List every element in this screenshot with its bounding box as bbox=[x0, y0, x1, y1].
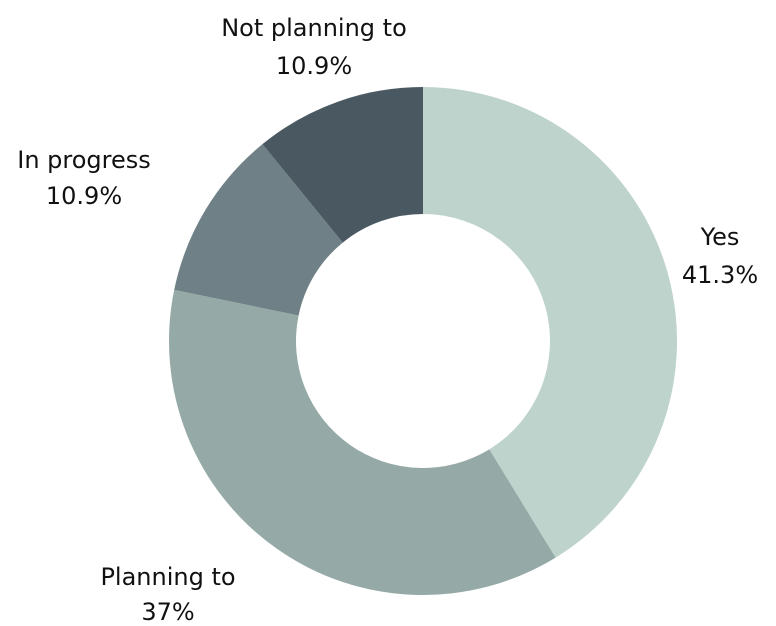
donut-slices bbox=[169, 87, 677, 595]
slice-label-value: 10.9% bbox=[46, 182, 122, 210]
slice-labels: Yes 41.3% Planning to 37% In progress 10.9% No… bbox=[17, 14, 758, 626]
slice-in-progress bbox=[174, 144, 343, 316]
slice-label-value: 37% bbox=[141, 598, 194, 626]
slice-label-name: Planning to bbox=[100, 563, 235, 591]
slice-label-name: In progress bbox=[17, 146, 151, 174]
slice-label-name: Yes bbox=[700, 223, 740, 251]
slice-label-value: 41.3% bbox=[682, 261, 758, 289]
slice-label-value: 10.9% bbox=[276, 52, 352, 80]
slice-label-name: Not planning to bbox=[221, 14, 407, 42]
slice-not-planning-to bbox=[262, 87, 423, 243]
slice-yes bbox=[423, 87, 677, 558]
slice-planning-to bbox=[169, 289, 556, 595]
